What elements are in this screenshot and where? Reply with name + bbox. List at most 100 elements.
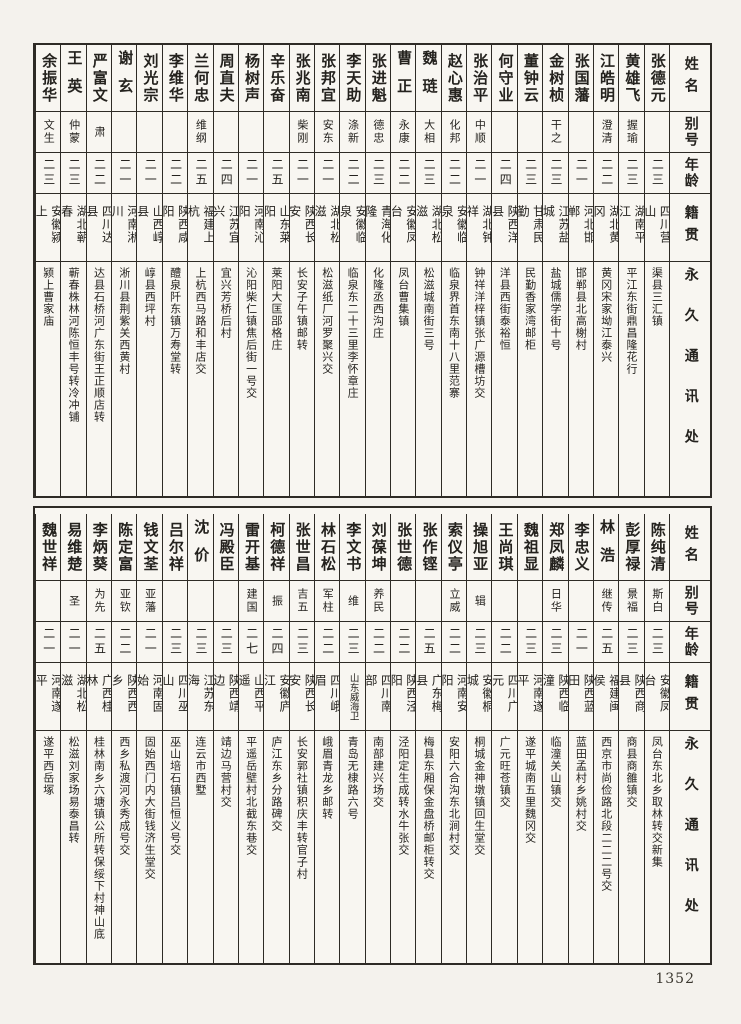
person-address-cell: 凤台曹集镇 xyxy=(391,262,415,496)
person-alias: 亚钦 xyxy=(118,588,132,614)
person-address-cell: 化隆丞西沟庄 xyxy=(366,262,390,496)
person-alias-cell xyxy=(416,581,441,622)
person-name: 彭厚禄 xyxy=(623,521,642,573)
person-alias: 振 xyxy=(270,594,284,608)
person-address-cell: 庐江东乡分路碑交 xyxy=(264,731,288,963)
person-age: 二一 xyxy=(143,627,158,657)
header-address-cell: 永久通讯处 xyxy=(670,262,710,496)
person-column: 冯殿臣 二三 陕西靖边 靖边马营村交 xyxy=(212,514,238,963)
person-name-cell: 王尚琪 xyxy=(492,514,517,581)
person-column: 张作铿 二五 广东梅县 梅县东厢保金盘桥邮柜转交 xyxy=(415,514,441,963)
person-name: 钱文荃 xyxy=(141,521,160,573)
person-address: 黄冈宋家坳江泰兴 xyxy=(599,267,613,363)
person-age-cell: 二一 xyxy=(238,153,264,194)
person-alias-cell xyxy=(568,112,593,153)
person-address-cell: 长安子午镇邮转 xyxy=(290,262,314,496)
person-age: 二三 xyxy=(67,158,82,188)
person-name: 郑凤麟 xyxy=(547,521,566,573)
person-native-place: 四川营山 xyxy=(644,204,669,244)
person-native-place: 湖北黄冈 xyxy=(593,204,619,244)
person-address-cell: 凤台东北乡取林转交新集 xyxy=(645,731,669,963)
person-age: 二一 xyxy=(143,158,158,188)
person-name: 金树桢 xyxy=(547,52,566,104)
person-column: 黄雄飞 握瑜 二三 湖南平江 平江东街鼎昌隆花行 xyxy=(618,45,644,496)
person-address: 莱阳大匡郘格庄 xyxy=(270,267,284,351)
person-column: 李忠义 二一 陕西蓝田 蓝田孟村乡姚村交 xyxy=(567,514,593,963)
person-address-cell: 青岛无棣路六号 xyxy=(340,731,364,963)
person-name-cell: 严富文 xyxy=(86,45,112,112)
person-address: 平江东街鼎昌隆花行 xyxy=(625,267,639,375)
header-name-label: 姓名 xyxy=(682,55,699,101)
person-address-cell: 崞县西坪村 xyxy=(137,262,161,496)
header-age-cell: 年龄 xyxy=(670,622,710,663)
person-name-cell: 刘葆坤 xyxy=(365,514,391,581)
person-column: 杨树声 二一 河南沁阳 沁阳柴仁镇焦后街一号交 xyxy=(237,45,264,496)
person-age: 二二 xyxy=(168,158,183,188)
header-alias-cell: 别号 xyxy=(670,581,710,622)
person-native-place-cell: 安徽桐城 xyxy=(467,663,492,731)
person-age-cell: 二三 xyxy=(517,622,543,663)
person-alias-cell: 仲蒙 xyxy=(61,112,86,153)
person-alias-cell xyxy=(264,112,289,153)
person-alias: 圣 xyxy=(67,594,81,608)
person-native-place-cell: 安徽凤台 xyxy=(644,663,669,731)
person-column: 李天助 涤新 二二 安徽临泉 临泉东二十三里李怀章庄 xyxy=(339,45,365,496)
person-column: 江皓明 澄清 二二 湖北黄冈 黄冈宋家坳江泰兴 xyxy=(592,45,619,496)
person-address: 蕲春株林河陈恒丰号转冷冲铺 xyxy=(67,267,81,423)
person-age-cell: 二三 xyxy=(467,622,492,663)
person-native-place: 广西桂林 xyxy=(86,673,112,713)
person-name: 魏琏 xyxy=(420,50,439,106)
person-address: 桐城金神墩镇回生堂交 xyxy=(472,736,486,856)
header-address-label: 永久通讯处 xyxy=(682,267,699,470)
person-address-cell: 淅川县荆紫关西黄村 xyxy=(112,262,136,496)
person-name-cell: 张兆南 xyxy=(289,45,314,112)
person-columns-bottom: 陈纯清 斯白 二三 安徽凤台 凤台东北乡取林转交新集 彭厚禄 景福 二三 陕西商… xyxy=(35,514,669,963)
person-alias-cell: 振 xyxy=(264,581,289,622)
person-name-cell: 冯殿臣 xyxy=(213,514,238,581)
person-alias-cell: 为先 xyxy=(86,581,112,622)
person-address-cell: 民勤香家湾邮柜 xyxy=(518,262,542,496)
person-age-cell: 二四 xyxy=(492,153,517,194)
person-native-place-cell: 陕西长安 xyxy=(289,663,314,731)
person-name-cell: 李文书 xyxy=(340,514,365,581)
person-age-cell: 二一 xyxy=(137,622,162,663)
person-name-cell: 魏祖显 xyxy=(517,514,543,581)
person-native-place: 江苏东海 xyxy=(188,673,213,713)
person-column: 李维华 二二 陕西咸阳 醴泉阡东镇万寿堂转 xyxy=(161,45,188,496)
person-address-cell: 沁阳柴仁镇焦后街一号交 xyxy=(239,262,263,496)
person-age-cell: 二一 xyxy=(568,153,593,194)
person-age: 二三 xyxy=(422,158,437,188)
person-address: 淅川县荆紫关西黄村 xyxy=(117,267,131,375)
person-name: 刘葆坤 xyxy=(369,521,388,573)
person-age: 二三 xyxy=(548,627,563,657)
person-name-cell: 李维华 xyxy=(162,45,188,112)
person-name-cell: 雷开基 xyxy=(238,514,264,581)
person-native-place-cell: 湖北钟祥 xyxy=(467,194,492,262)
header-column-bottom: 姓名 别号 年龄 籍贯 永久通讯处 xyxy=(669,514,710,963)
person-native-place-cell: 江苏宜兴 xyxy=(213,194,238,262)
person-column: 严富文 肃 二二 四川达县 达县石桥河广东街王正顺店转 xyxy=(85,45,112,496)
person-address: 凤台曹集镇 xyxy=(396,267,410,327)
person-name: 柯德祥 xyxy=(268,521,287,573)
person-address: 渠县三汇镇 xyxy=(650,267,664,327)
person-column: 何守业 二四 陕西洋县 洋县西街泰裕恒 xyxy=(491,45,517,496)
person-age: 二二 xyxy=(396,158,411,188)
person-age: 二三 xyxy=(41,158,56,188)
person-age-cell: 二三 xyxy=(543,153,568,194)
person-alias-cell xyxy=(568,581,593,622)
person-alias: 文生 xyxy=(42,119,56,145)
person-alias-cell: 养民 xyxy=(365,581,391,622)
person-age-cell: 二二 xyxy=(593,153,619,194)
person-column: 魏祖显 二三 河南遂平 遂平城南五里魏冈交 xyxy=(516,514,543,963)
person-address-cell: 南部建兴场交 xyxy=(366,731,390,963)
person-address: 南部建兴场交 xyxy=(371,736,385,808)
person-age: 二三 xyxy=(219,627,234,657)
person-name: 魏祖显 xyxy=(521,521,540,573)
person-address: 颍上曹家庙 xyxy=(41,267,55,327)
header-address-label: 永久通讯处 xyxy=(682,736,699,939)
header-native-place-cell: 籍贯 xyxy=(670,663,710,731)
person-native-place-cell: 陕西商县 xyxy=(619,663,644,731)
person-alias: 涤新 xyxy=(346,119,360,145)
person-age-cell: 二三 xyxy=(162,622,188,663)
person-address-cell: 渠县三汇镇 xyxy=(645,262,669,496)
